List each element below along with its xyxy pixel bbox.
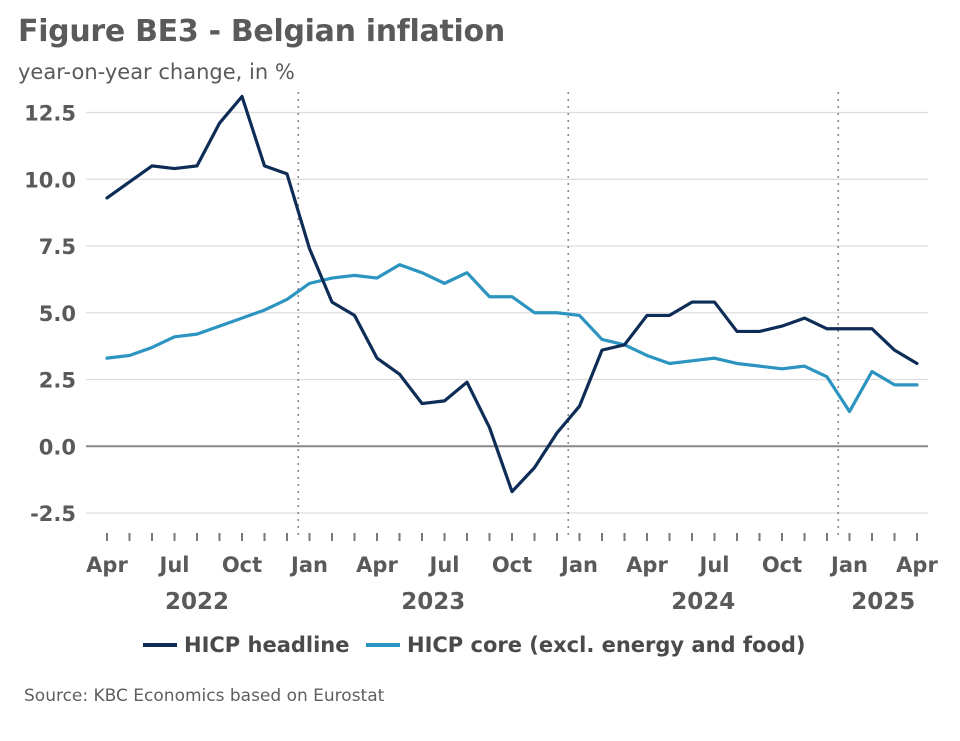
x-tick-label: Jan (289, 553, 328, 577)
x-tick-label: Apr (356, 553, 398, 577)
series-layer (105, 94, 919, 494)
y-tick-label: 12.5 (24, 102, 76, 126)
x-tick-label: Jul (428, 553, 460, 577)
x-tick-label: Oct (222, 553, 262, 577)
x-year-label: 2024 (671, 589, 735, 615)
x-tick-label: Oct (492, 553, 532, 577)
y-tick-label: 0.0 (39, 435, 76, 459)
y-tick-label: 10.0 (24, 168, 76, 192)
chart-title: Figure BE3 - Belgian inflation (18, 14, 505, 49)
x-tick-label: Jul (158, 553, 190, 577)
y-tick-label: 7.5 (39, 235, 76, 259)
chart-subtitle: year-on-year change, in % (18, 60, 295, 84)
source-note: Source: KBC Economics based on Eurostat (24, 686, 385, 706)
legend-label-core: HICP core (excl. energy and food) (407, 633, 806, 657)
x-tick-label: Jan (559, 553, 598, 577)
x-tick-label: Jul (698, 553, 730, 577)
legend-label-headline: HICP headline (184, 633, 350, 657)
x-tick-label: Apr (626, 553, 668, 577)
series-line-core (105, 263, 919, 414)
x-axis-ticks: Apr Jul Oct Jan Apr Jul Oct Jan Apr Jul Oct Jan Apr2… (86, 533, 938, 615)
x-year-label: 2025 (851, 589, 915, 615)
y-tick-label: 2.5 (39, 369, 76, 393)
x-tick-label: Jan (829, 553, 868, 577)
x-tick-label: Apr (86, 553, 128, 577)
x-year-label: 2023 (401, 589, 465, 615)
grid-layer (86, 111, 928, 514)
y-tick-label: -2.5 (30, 502, 76, 526)
series-line-headline (105, 94, 919, 494)
x-year-label: 2022 (165, 589, 229, 615)
y-axis-ticks: 12.5 10.0 7.5 5.0 2.5 0.0 -2.5 (24, 102, 76, 527)
x-tick-label: Oct (762, 553, 802, 577)
x-tick-label: Apr (896, 553, 938, 577)
y-tick-label: 5.0 (39, 302, 76, 326)
year-separator-layer (297, 92, 840, 540)
legend: HICP headline HICP core (excl. energy an… (143, 633, 806, 657)
